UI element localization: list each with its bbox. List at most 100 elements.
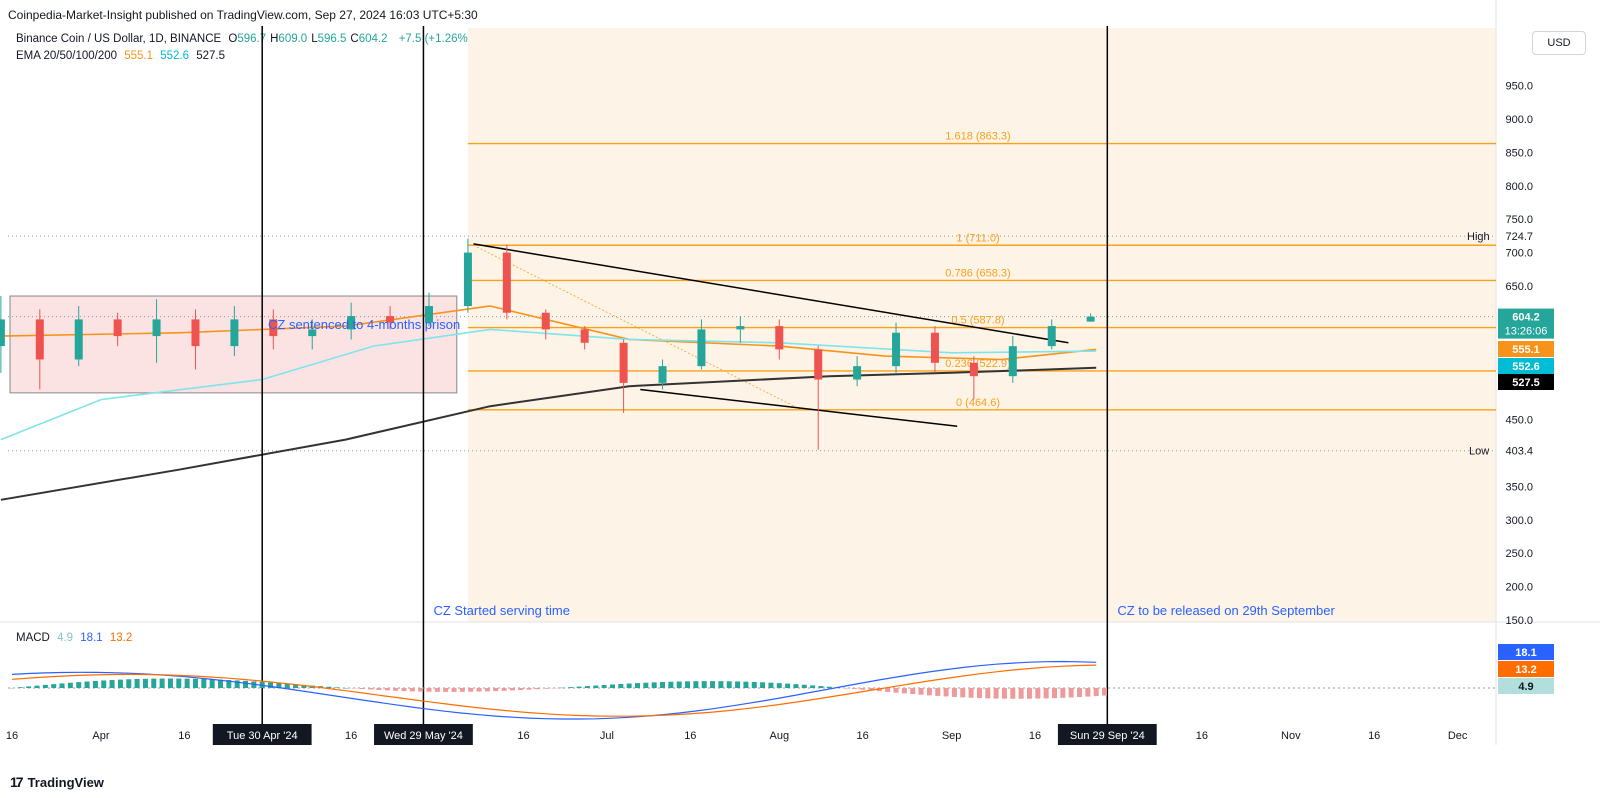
macd-hist-bar: [1010, 688, 1016, 699]
last-price-tag: 604.2: [1512, 312, 1540, 324]
macd-hist-bar: [618, 684, 624, 688]
price-chart[interactable]: 1.618 (863.3) 1 (711.0) 0.786 (658.3) 0.5 (…: [0, 0, 1600, 770]
macd-hist-bar: [434, 688, 440, 692]
high-tag-label: High: [1467, 231, 1490, 243]
macd-hist-bar: [626, 683, 632, 688]
macd-hist-bar: [743, 681, 749, 688]
macd-hist-bar: [343, 687, 349, 689]
low-tag-label: Low: [1469, 446, 1489, 458]
candle-body: [1008, 346, 1017, 377]
macd-hist-bar: [751, 681, 757, 688]
macd-hist-bar: [601, 685, 607, 688]
macd-hist-bar: [651, 682, 657, 688]
macd-hist-bar: [776, 683, 782, 688]
macd-hist-bar: [218, 679, 223, 688]
y-tick-label: 200.0: [1505, 582, 1533, 594]
countdown-tag: 13:26:06: [1505, 326, 1548, 338]
brand-name: TradingView: [27, 774, 104, 790]
x-tick-label: 16: [178, 730, 190, 742]
macd-hist-bar: [9, 688, 15, 689]
macd-legend: MACD 4.9 18.1 13.2: [16, 632, 136, 644]
x-tick-label: 16: [1196, 730, 1208, 742]
macd-hist-bar: [635, 683, 640, 688]
macd-line: [11, 660, 1097, 720]
macd-hist-bar: [501, 688, 507, 691]
macd-hist-bar: [76, 682, 82, 688]
ohlc-value: 596.7: [237, 33, 267, 45]
candle-body: [619, 342, 628, 383]
ema-line-3: [0, 366, 1097, 501]
ema-label: EMA 20/50/100/200: [16, 50, 118, 62]
macd-hist-bar: [409, 688, 415, 692]
publisher-line: Coinpedia-Market-Insight published on Tr…: [8, 8, 478, 22]
candle-body: [580, 329, 589, 343]
candle-body: [230, 319, 239, 347]
candle-body: [736, 326, 745, 330]
macd-b-tag-bg: [1498, 661, 1554, 677]
macd-a-tag: 18.1: [1515, 647, 1536, 659]
macd-hist-bar: [793, 684, 799, 688]
macd-hist-bar: [493, 688, 499, 692]
y-tick-label: 450.0: [1505, 415, 1533, 427]
x-tick-label: Tue 30 Apr '24: [227, 730, 298, 742]
y-tick-label: 150.0: [1505, 615, 1533, 627]
y-tick-label: 300.0: [1505, 515, 1533, 527]
annotation-started: CZ Started serving time: [433, 603, 570, 618]
macd-signal-line: [11, 664, 1097, 717]
macd-hist-bar: [951, 688, 957, 697]
macd-hist-bar: [293, 684, 299, 688]
candle-body: [969, 362, 978, 377]
candle-body: [152, 319, 161, 337]
macd-hist-bar: [101, 680, 107, 688]
macd-hist-bar: [685, 681, 691, 688]
fib-diagonal: [473, 244, 802, 411]
macd-hist-bar: [151, 678, 157, 688]
candle-body: [775, 326, 784, 350]
candle-body: [347, 316, 356, 330]
x-tick-highlight-bg: [212, 724, 312, 745]
candle-body: [814, 349, 823, 380]
macd-hist-bar: [976, 688, 982, 699]
y-tick-label: 350.0: [1505, 481, 1533, 493]
macd-hist-bar: [526, 688, 532, 690]
macd-hist-bar: [576, 686, 582, 688]
candle-body: [113, 319, 122, 337]
y-tick-label: 950.0: [1505, 81, 1533, 93]
macd-hist-bar: [301, 684, 307, 688]
macd-hist-bar: [534, 688, 540, 690]
macd-hist-bar: [968, 688, 974, 698]
macd-hist-bar: [935, 688, 941, 696]
macd-hist-bar: [376, 688, 382, 690]
currency-button[interactable]: USD: [1532, 31, 1586, 55]
x-tick-label: 16: [857, 730, 869, 742]
macd-hist-bar: [693, 681, 699, 688]
macd-signal-value: 13.2: [109, 632, 133, 644]
macd-hist-bar: [92, 680, 98, 688]
macd-hist-bar: [84, 681, 90, 688]
macd-hist-bar: [876, 688, 882, 692]
ohlc-value: 609.0: [278, 33, 308, 45]
annotation-released: CZ to be released on 29th September: [1117, 603, 1335, 618]
macd-hist-bar: [643, 682, 649, 688]
macd-hist-bar: [1043, 688, 1049, 699]
macd-hist-bar: [401, 688, 407, 692]
macd-line-value: 18.1: [80, 632, 103, 644]
macd-hist-bar: [334, 687, 340, 688]
macd-hist-bar: [1060, 688, 1066, 698]
ohlc-key: L: [311, 33, 318, 45]
macd-hist-bar: [851, 688, 857, 689]
macd-hist-bar: [568, 687, 574, 688]
macd-hist-bar: [243, 680, 249, 688]
x-tick-label: 16: [6, 730, 18, 742]
macd-hist-bar: [1026, 688, 1032, 699]
footer-brand: 17 TradingView: [10, 774, 104, 790]
macd-b-tag: 13.2: [1515, 664, 1536, 676]
macd-hist-bar: [326, 686, 332, 688]
macd-hist-bar: [142, 678, 148, 688]
macd-hist-bar: [159, 678, 165, 688]
ema-a-tag: 555.1: [1512, 344, 1540, 356]
y-tick-label: 700.0: [1505, 248, 1533, 260]
candle-body: [697, 329, 706, 367]
macd-hist-bar: [893, 688, 899, 693]
x-tick-label: 16: [1368, 730, 1380, 742]
